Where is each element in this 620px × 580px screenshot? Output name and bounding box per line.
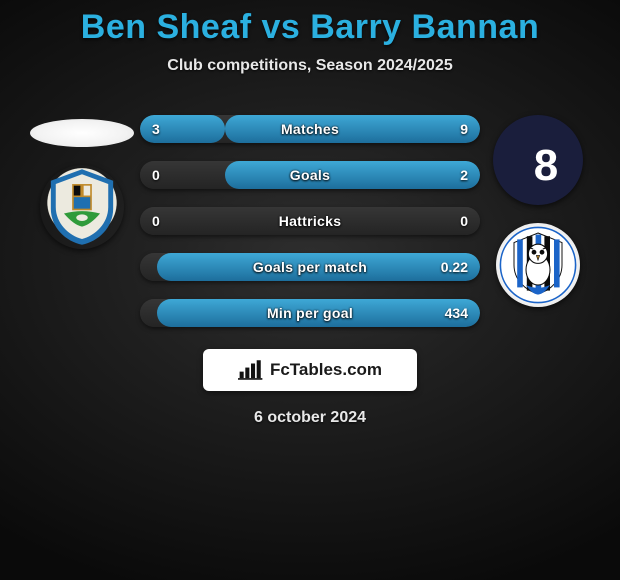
- jersey-number: 8: [534, 141, 558, 191]
- date-line: 6 october 2024: [0, 409, 620, 427]
- stats-area: 39Matches 02Goals 00Hattricks 0.22Goals per…: [0, 115, 620, 327]
- brand-box[interactable]: FcTables.com: [203, 349, 417, 391]
- club-badge-coventry: [40, 165, 124, 249]
- stat-bars: 39Matches 02Goals 00Hattricks 0.22Goals per…: [140, 115, 480, 327]
- player-photo-left: [30, 119, 134, 147]
- coventry-crest-icon: [41, 166, 123, 248]
- stat-pill: 02Goals: [140, 161, 480, 189]
- stat-label: Hattricks: [140, 207, 480, 235]
- stat-label: Goals: [140, 161, 480, 189]
- left-column: [32, 115, 132, 249]
- stat-pill: 434Min per goal: [140, 299, 480, 327]
- club-badge-wednesday: [496, 223, 580, 307]
- player-photo-right: 8: [493, 115, 583, 205]
- page-headline: Ben Sheaf vs Barry Bannan: [0, 0, 620, 47]
- sheffield-wed-crest-icon: [498, 225, 578, 305]
- stat-label: Matches: [140, 115, 480, 143]
- brand-label: FcTables.com: [270, 360, 382, 380]
- stat-pill: 39Matches: [140, 115, 480, 143]
- stat-label: Min per goal: [140, 299, 480, 327]
- brand-bars-icon: [238, 360, 264, 380]
- stat-label: Goals per match: [140, 253, 480, 281]
- stat-pill: 00Hattricks: [140, 207, 480, 235]
- stat-pill: 0.22Goals per match: [140, 253, 480, 281]
- right-column: 8: [488, 115, 588, 307]
- page-subtitle: Club competitions, Season 2024/2025: [0, 57, 620, 75]
